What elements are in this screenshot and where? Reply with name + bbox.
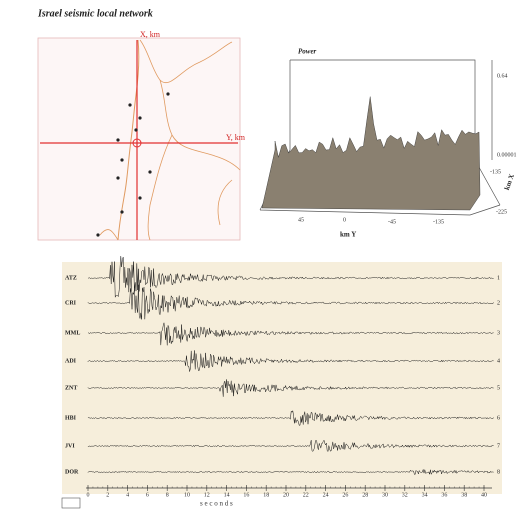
station-label: HBI	[65, 415, 77, 421]
time-tick-label: 22	[303, 492, 309, 498]
time-tick-label: 16	[243, 492, 249, 498]
trace-number: 5	[497, 385, 500, 391]
trace-number: 7	[497, 443, 500, 449]
surface-y-tick: -45	[388, 219, 396, 225]
time-tick-label: 2	[106, 492, 109, 498]
time-tick-label: 10	[184, 492, 190, 498]
trace-number: 2	[497, 300, 500, 306]
time-tick-label: 14	[224, 492, 230, 498]
time-tick-label: 40	[481, 492, 487, 498]
time-tick-label: 18	[263, 492, 269, 498]
time-tick-label: 36	[441, 492, 447, 498]
station-label: ZNT	[65, 385, 77, 391]
time-tick-label: 26	[342, 492, 348, 498]
trace-number: 8	[497, 469, 500, 475]
time-tick-label: 12	[204, 492, 210, 498]
time-tick-label: 24	[323, 492, 329, 498]
surface-y-tick: 0	[343, 217, 346, 223]
figure: Israel seismic local network X, km Y, km…	[0, 0, 524, 514]
time-tick-label: 28	[362, 492, 368, 498]
surface-x-tick: -135	[490, 169, 501, 175]
time-tick-label: 32	[402, 492, 408, 498]
map-x-label: X, km	[140, 30, 161, 39]
surface-z-tick: 0.00001	[497, 152, 517, 158]
surface-z-tick: 0.64	[497, 73, 508, 79]
surface-z-label: Power	[298, 48, 317, 56]
station-label: ATZ	[65, 275, 77, 281]
time-tick-label: 6	[146, 492, 149, 498]
station-label: JVI	[65, 443, 75, 449]
surface-y-label: km Y	[340, 231, 356, 239]
station-label: DOR	[65, 469, 79, 475]
station-label: CRI	[65, 300, 77, 306]
seismogram-panel	[62, 262, 502, 494]
trace-number: 3	[497, 330, 500, 336]
time-label: s e c o n d s	[200, 500, 233, 508]
trace-number: 4	[497, 358, 500, 364]
time-tick-label: 0	[87, 492, 90, 498]
trace-number: 1	[497, 275, 500, 281]
trace-number: 6	[497, 415, 500, 421]
figure-title: Israel seismic local network	[37, 8, 153, 19]
station-label: MML	[65, 330, 80, 336]
map-y-label: Y, km	[226, 133, 246, 142]
time-tick-label: 30	[382, 492, 388, 498]
station-label: ADI	[65, 358, 77, 364]
surface-x-tick: -225	[496, 209, 507, 215]
time-tick-label: 38	[461, 492, 467, 498]
time-tick-label: 34	[422, 492, 428, 498]
surface-y-tick: -135	[433, 219, 444, 225]
time-tick-label: 20	[283, 492, 289, 498]
time-tick-label: 4	[126, 492, 129, 498]
surface-y-tick: 45	[298, 217, 304, 223]
time-tick-label: 8	[166, 492, 169, 498]
